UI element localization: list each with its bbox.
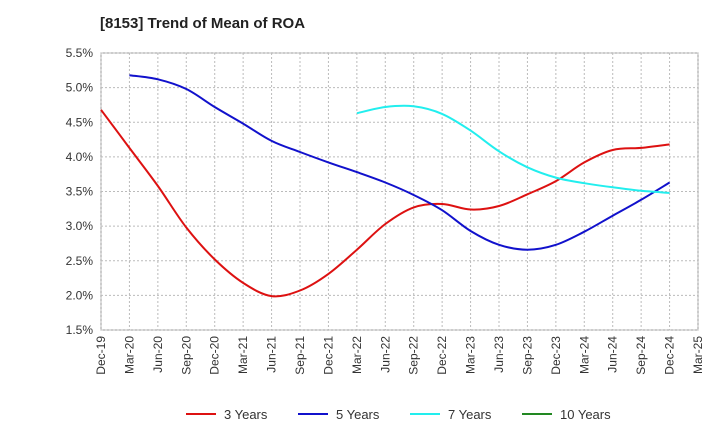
- x-tick-label: Dec-19: [94, 336, 108, 375]
- y-tick-label: 5.0%: [66, 81, 94, 95]
- x-tick-label: Mar-23: [464, 336, 478, 374]
- y-tick-label: 1.5%: [66, 323, 94, 337]
- y-tick-label: 3.0%: [66, 219, 94, 233]
- legend-label: 7 Years: [448, 407, 492, 422]
- legend-item-7-years: 7 Years: [410, 407, 492, 422]
- x-tick-label: Sep-24: [634, 336, 648, 375]
- x-tick-label: Dec-23: [549, 336, 563, 375]
- x-tick-label: Jun-23: [492, 336, 506, 373]
- x-tick-label: Mar-20: [122, 336, 136, 374]
- x-tick-label: Sep-22: [407, 336, 421, 375]
- series-lines: [100, 74, 671, 298]
- x-axis: Dec-19 Mar-20 Jun-20 Sep-20 Dec-20 Mar-21 Jun-…: [94, 336, 705, 375]
- series-line-7-years: [356, 104, 670, 194]
- x-tick-label: Dec-22: [435, 336, 449, 375]
- y-axis: 1.5% 2.0% 2.5% 3.0% 3.5% 4.0% 4.5% 5.0% 5.5%: [66, 46, 94, 337]
- y-tick-label: 2.5%: [66, 254, 94, 268]
- x-tick-label: Mar-22: [350, 336, 364, 374]
- x-tick-label: Sep-20: [179, 336, 193, 375]
- y-tick-label: 5.5%: [66, 46, 94, 60]
- legend-item-5-years: 5 Years: [298, 407, 380, 422]
- gridlines: [100, 52, 699, 331]
- chart-title: [8153] Trend of Mean of ROA: [100, 15, 305, 32]
- series-line-3-years: [100, 109, 670, 298]
- y-tick-label: 2.0%: [66, 288, 94, 302]
- x-tick-label: Jun-22: [378, 336, 392, 373]
- y-tick-label: 3.5%: [66, 185, 94, 199]
- x-tick-label: Mar-21: [236, 336, 250, 374]
- legend-label: 5 Years: [336, 407, 380, 422]
- x-tick-label: Jun-24: [606, 336, 620, 373]
- legend-item-10-years: 10 Years: [522, 407, 611, 422]
- x-tick-label: Dec-20: [208, 336, 222, 375]
- y-tick-label: 4.5%: [66, 115, 94, 129]
- x-tick-label: Jun-21: [265, 336, 279, 373]
- series-line-5-years: [129, 74, 671, 251]
- legend-item-3-years: 3 Years: [186, 407, 268, 422]
- x-tick-label: Dec-24: [663, 336, 677, 375]
- x-tick-label: Dec-21: [321, 336, 335, 375]
- x-tick-label: Mar-24: [577, 336, 591, 374]
- x-tick-label: Jun-20: [151, 336, 165, 373]
- y-tick-label: 4.0%: [66, 150, 94, 164]
- legend: 3 Years 5 Years 7 Years 10 Years: [186, 407, 611, 422]
- x-tick-label: Sep-21: [293, 336, 307, 375]
- x-tick-label: Sep-23: [520, 336, 534, 375]
- legend-label: 3 Years: [224, 407, 268, 422]
- x-tick-label: Mar-25: [691, 336, 705, 374]
- legend-label: 10 Years: [560, 407, 611, 422]
